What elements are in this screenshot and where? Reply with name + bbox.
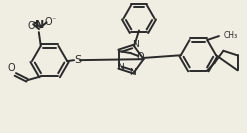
- Text: N: N: [117, 63, 124, 72]
- Text: N: N: [129, 68, 136, 77]
- Text: O: O: [8, 63, 15, 73]
- Text: O: O: [45, 17, 52, 27]
- Text: S: S: [74, 55, 82, 65]
- Text: N: N: [35, 20, 44, 30]
- Text: N: N: [132, 40, 139, 49]
- Text: ⁻: ⁻: [51, 15, 56, 24]
- Text: CH₃: CH₃: [224, 31, 238, 40]
- Text: O: O: [137, 52, 144, 62]
- Text: O: O: [27, 21, 35, 31]
